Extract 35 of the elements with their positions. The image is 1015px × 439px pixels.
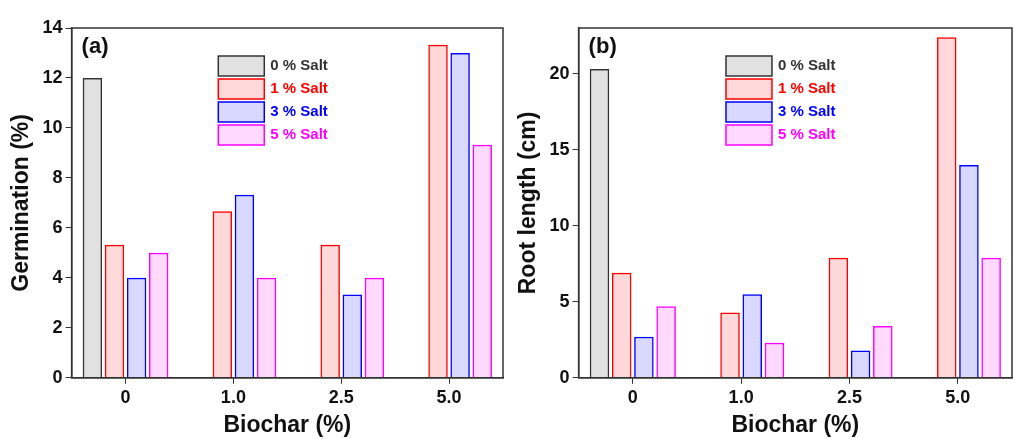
x-tick-label: 1.0 bbox=[728, 386, 754, 407]
y-tick-label: 8 bbox=[52, 166, 63, 187]
y-tick-label: 0 bbox=[559, 366, 570, 387]
y-axis-title: Root length (cm) bbox=[514, 111, 541, 295]
y-tick-label: 2 bbox=[52, 316, 63, 337]
x-tick-label: 0 bbox=[120, 386, 131, 407]
legend-label: 5 % Salt bbox=[777, 125, 836, 143]
legend-label: 3 % Salt bbox=[777, 102, 836, 120]
x-tick-label: 2.5 bbox=[836, 386, 862, 407]
y-tick-label: 14 bbox=[42, 16, 63, 37]
annotation: (b) bbox=[588, 33, 617, 59]
y-tick-label: 10 bbox=[549, 214, 570, 235]
legend-label: 1 % Salt bbox=[270, 79, 328, 97]
x-tick-label: 5.0 bbox=[945, 386, 971, 407]
y-tick-label: 0 bbox=[52, 366, 63, 387]
legend-label: 0 % Salt bbox=[270, 56, 328, 74]
y-tick-label: 12 bbox=[42, 66, 63, 87]
y-tick-label: 10 bbox=[42, 116, 63, 137]
annotation: (a) bbox=[81, 33, 109, 59]
legend-label: 1 % Salt bbox=[777, 79, 836, 97]
y-tick-label: 6 bbox=[52, 216, 63, 237]
y-tick-label: 4 bbox=[52, 266, 63, 287]
x-tick-label: 0 bbox=[627, 386, 638, 407]
x-tick-label: 2.5 bbox=[328, 386, 354, 407]
x-axis-title: Biochar (%) bbox=[731, 410, 860, 437]
y-axis-title: Germination (%) bbox=[7, 114, 34, 292]
legend-label: 5 % Salt bbox=[270, 125, 328, 143]
y-tick-label: 5 bbox=[559, 290, 570, 311]
legend-label: 3 % Salt bbox=[270, 102, 328, 120]
x-tick-label: 1.0 bbox=[220, 386, 246, 407]
y-tick-label: 15 bbox=[549, 138, 570, 159]
x-axis-title: Biochar (%) bbox=[223, 410, 352, 437]
legend-label: 0 % Salt bbox=[777, 56, 836, 74]
y-tick-label: 20 bbox=[549, 62, 570, 83]
x-tick-label: 5.0 bbox=[436, 386, 462, 407]
